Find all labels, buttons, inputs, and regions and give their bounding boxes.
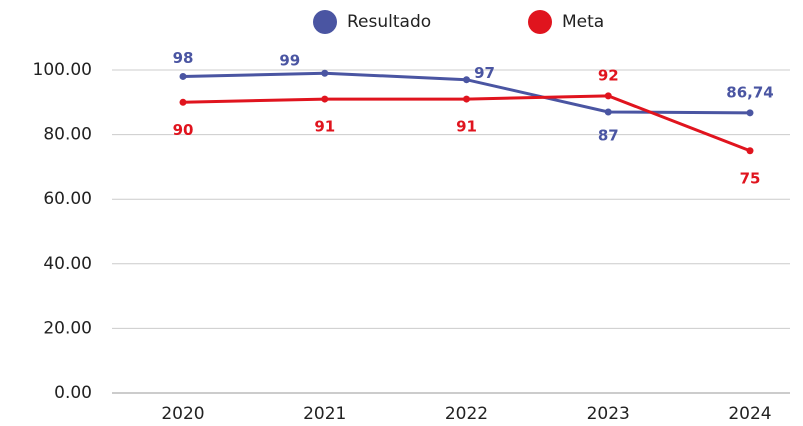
point [746, 109, 754, 117]
data-label: 99 [279, 52, 300, 70]
y-tick-label: 100.00 [33, 60, 92, 80]
y-tick-label: 80.00 [43, 125, 92, 145]
y-tick-label: 0.00 [54, 383, 92, 403]
legend-label: Resultado [347, 12, 431, 32]
data-label: 98 [173, 49, 194, 67]
point [463, 76, 470, 84]
point [463, 95, 470, 103]
point [746, 147, 754, 155]
point [604, 92, 612, 100]
legend-marker [313, 10, 337, 34]
data-label: 91 [456, 118, 477, 136]
y-tick-label: 40.00 [43, 254, 92, 274]
y-tick-label: 60.00 [43, 189, 92, 209]
data-label: 91 [314, 118, 335, 136]
data-label: 92 [598, 66, 619, 84]
x-tick-label: 2024 [728, 404, 771, 424]
legend-label: Meta [562, 12, 604, 32]
point [179, 98, 187, 106]
point [604, 108, 612, 116]
x-tick-label: 2022 [445, 404, 488, 424]
data-label: 86,74 [726, 83, 773, 101]
data-label: 90 [173, 121, 194, 139]
point [179, 72, 187, 80]
y-tick-label: 20.00 [43, 318, 92, 338]
legend-marker [528, 10, 552, 34]
point [321, 69, 329, 77]
x-tick-label: 2023 [587, 404, 630, 424]
data-label: 75 [740, 169, 761, 187]
point [321, 95, 329, 103]
x-tick-label: 2020 [161, 404, 204, 424]
data-label: 87 [598, 126, 619, 144]
x-tick-label: 2021 [303, 404, 346, 424]
data-label: 97 [474, 64, 495, 82]
